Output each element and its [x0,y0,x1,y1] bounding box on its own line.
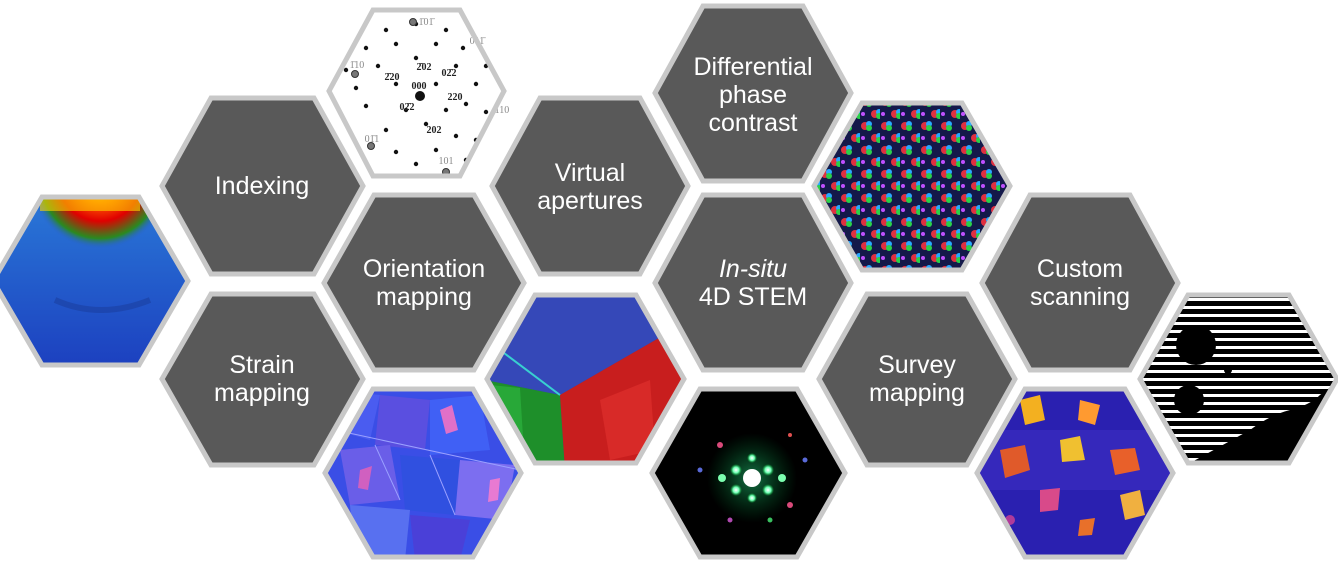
virtual-apertures-label-line2: apertures [537,187,643,215]
survey-mapping-label-line2: mapping [869,379,965,407]
dpc-label-line3: contrast [709,109,798,137]
spot-label-outer-3: 1̄10 [350,60,365,71]
hex-tile-custom-scanning: Custom scanning [979,192,1181,373]
hex-tile-indexing: Indexing [159,95,366,277]
survey-mapping-label-line1: Survey [878,351,956,379]
spot-label-inner-3: 2̄20 [385,72,400,83]
strain-mapping-label-line2: mapping [214,379,310,407]
strain-map-image [0,194,191,368]
hex-tile-virtual-apertures: Virtual apertures [489,95,691,277]
hex-tile-strain-mapping: Strain mapping [159,291,366,468]
spot-label-inner-4: 220 [448,92,463,103]
orientation-mapping-label-line1: Orientation [363,255,485,283]
strain-mapping-label-line1: Strain [229,351,294,379]
diffraction-pattern-image: 000 2̄02 02̄2 2̄20 220 02̄2 202 1̄01̄ 01… [326,7,510,179]
indexing-label: Indexing [215,172,310,200]
dpc-image [811,100,1013,273]
spot-label-outer-5: 01̄1 [365,134,380,145]
spot-label-inner-6: 202 [427,125,442,136]
hex-tile-survey-mapping: Survey mapping [816,291,1018,468]
dpc-label-line1: Differential [693,53,812,81]
insitu-diffraction-image [649,386,848,560]
survey-map-image [974,386,1176,560]
spot-label-inner-2: 02̄2 [442,68,457,79]
spot-label-000: 000 [412,81,427,92]
spot-label-outer-1: 1̄01̄ [419,17,436,28]
orientation-mapping-label-line2: mapping [376,283,472,311]
spot-label-outer-6: 101 [439,156,454,167]
dpc-label-line2: phase [719,81,787,109]
spot-label-outer-4: 110 [495,105,510,116]
hex-tile-in-situ-4d-stem: In-situ 4D STEM [652,192,854,373]
custom-scanning-label-line1: Custom [1037,255,1123,283]
grain-boundary-image [484,292,687,466]
custom-scanning-label-line2: scanning [1030,283,1130,311]
custom-scan-image [1137,292,1338,466]
hex-tile-differential-phase-contrast: Differential phase contrast [652,3,854,184]
hex-tile-orientation-mapping: Orientation mapping [321,192,527,373]
virtual-apertures-label-line1: Virtual [555,159,625,187]
spot-label-inner-1: 2̄02 [417,62,432,73]
spot-label-inner-5: 02̄2 [400,102,415,113]
in-situ-label-line2: 4D STEM [699,283,807,311]
in-situ-label-line1: In-situ [719,255,787,283]
orientation-map-image [322,386,524,560]
